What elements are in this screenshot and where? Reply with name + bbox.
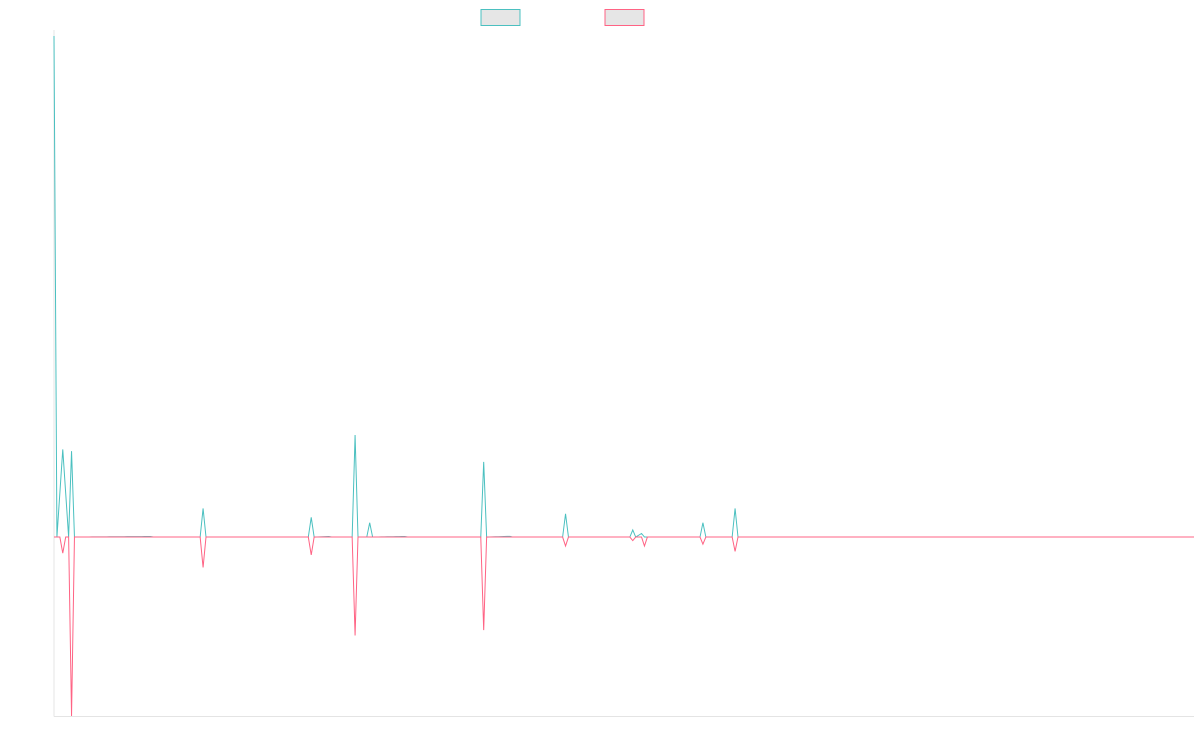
legend-swatch-2[interactable] [604, 9, 645, 26]
series-2-line [54, 536, 1194, 717]
series-1 [53, 35, 1194, 538]
series-2 [54, 536, 1194, 717]
series-layer [53, 35, 1194, 717]
legend-swatch-1[interactable] [480, 9, 521, 26]
series-1-line [53, 35, 1194, 538]
axes [53, 30, 1194, 717]
legend [480, 9, 645, 26]
